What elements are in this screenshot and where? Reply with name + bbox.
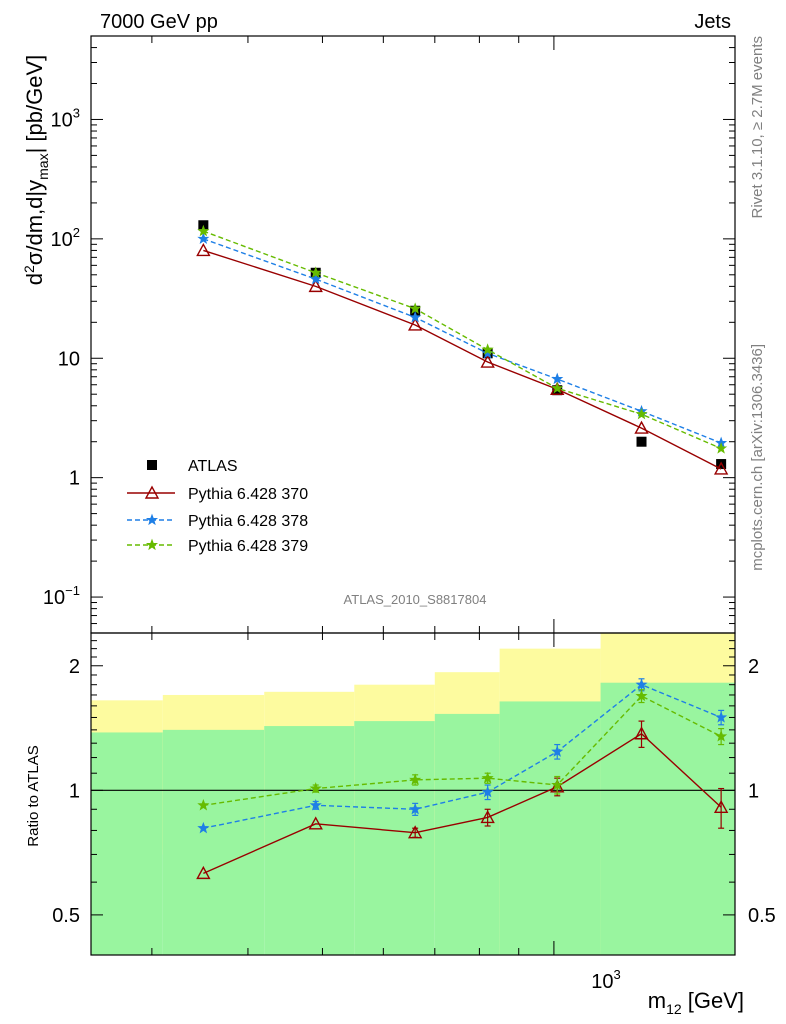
ratio-tick-label-left: 2 bbox=[69, 656, 80, 678]
inner-band-bin bbox=[499, 701, 601, 955]
data-point bbox=[409, 302, 422, 314]
ratio-error-bands bbox=[91, 633, 735, 955]
ratio-tick-label-left: 0.5 bbox=[52, 905, 80, 927]
data-point bbox=[635, 678, 648, 690]
legend: ATLAS Pythia 6.428 370 Pythia 6.428 378 Pyt… bbox=[127, 458, 308, 555]
inner-band-bin bbox=[434, 713, 500, 955]
data-point bbox=[407, 317, 423, 331]
data-point bbox=[309, 272, 322, 285]
data-point bbox=[145, 538, 159, 551]
main-ylabel: d2σ/dm,d|ymax| [pb/GeV] bbox=[21, 55, 51, 285]
data-point bbox=[715, 730, 728, 742]
y-tick-label: 103 bbox=[51, 105, 80, 131]
ratio-tick-label-right: 0.5 bbox=[748, 905, 776, 927]
legend-label: ATLAS bbox=[188, 458, 238, 475]
data-point bbox=[144, 485, 160, 499]
inner-band-bin bbox=[162, 729, 265, 955]
data-point bbox=[308, 278, 323, 293]
data-point bbox=[551, 372, 564, 385]
inner-band-bin bbox=[354, 721, 435, 955]
data-point bbox=[551, 745, 564, 757]
data-point bbox=[147, 460, 157, 470]
data-point bbox=[145, 513, 159, 526]
data-point bbox=[196, 865, 211, 880]
data-point bbox=[551, 381, 564, 394]
data-point bbox=[197, 821, 210, 834]
data-point bbox=[635, 407, 648, 420]
data-point bbox=[715, 711, 728, 723]
ratio-frame bbox=[90, 632, 736, 956]
inner-band-bin bbox=[91, 732, 163, 955]
legend-label: Pythia 6.428 378 bbox=[188, 513, 308, 530]
ratio-tick-label-right: 1 bbox=[748, 780, 759, 802]
data-point bbox=[713, 799, 729, 813]
data-point bbox=[407, 825, 423, 839]
inner-band-bin bbox=[600, 682, 735, 955]
data-point bbox=[197, 232, 210, 245]
y-tick-label: 10−1 bbox=[43, 583, 80, 609]
data-point bbox=[713, 461, 729, 475]
data-point bbox=[551, 778, 564, 791]
data-point bbox=[197, 224, 210, 237]
header-right: Jets bbox=[694, 11, 731, 33]
mcplots-label: mcplots.cern.ch [arXiv:1306.3436] bbox=[749, 344, 766, 571]
main-plot-series bbox=[196, 220, 729, 475]
data-point bbox=[636, 436, 647, 447]
y-tick-label: 10 bbox=[58, 348, 80, 370]
data-point bbox=[309, 782, 322, 794]
data-point bbox=[635, 689, 648, 702]
rivet-label: Rivet 3.1.10, ≥ 2.7M events bbox=[749, 36, 766, 219]
y-tick-label: 102 bbox=[51, 225, 80, 251]
data-point bbox=[480, 809, 495, 824]
data-point bbox=[634, 420, 649, 434]
header-left: 7000 GeV pp bbox=[100, 11, 218, 33]
legend-label: Pythia 6.428 379 bbox=[188, 538, 308, 555]
x-tick-label: 103 bbox=[591, 967, 620, 993]
data-point bbox=[197, 798, 210, 811]
data-point bbox=[409, 773, 422, 786]
analysis-id: ATLAS_2010_S8817804 bbox=[344, 592, 487, 607]
ratio-plot-series bbox=[196, 678, 729, 880]
data-point bbox=[308, 816, 323, 830]
data-point bbox=[634, 726, 649, 740]
x-axis-label: m12 [GeV] bbox=[648, 988, 744, 1017]
data-point bbox=[481, 343, 494, 355]
series-line bbox=[203, 249, 722, 470]
ratio-tick-label-right: 2 bbox=[748, 656, 759, 678]
plot-axes: 10−1 1 10 102 103 0.5 0.5 1 1 2 2 bbox=[43, 35, 776, 956]
legend-label: Pythia 6.428 370 bbox=[188, 486, 308, 503]
data-point bbox=[715, 442, 728, 454]
data-point bbox=[309, 798, 322, 811]
data-point bbox=[409, 311, 422, 323]
data-point bbox=[196, 242, 211, 257]
data-point bbox=[481, 785, 494, 798]
data-point bbox=[309, 266, 322, 278]
ratio-ylabel: Ratio to ATLAS bbox=[25, 745, 42, 846]
data-point bbox=[409, 802, 422, 815]
ratio-tick-label-left: 1 bbox=[69, 780, 80, 802]
data-point bbox=[480, 354, 495, 368]
data-point bbox=[481, 771, 494, 784]
y-tick-label: 1 bbox=[69, 468, 80, 490]
